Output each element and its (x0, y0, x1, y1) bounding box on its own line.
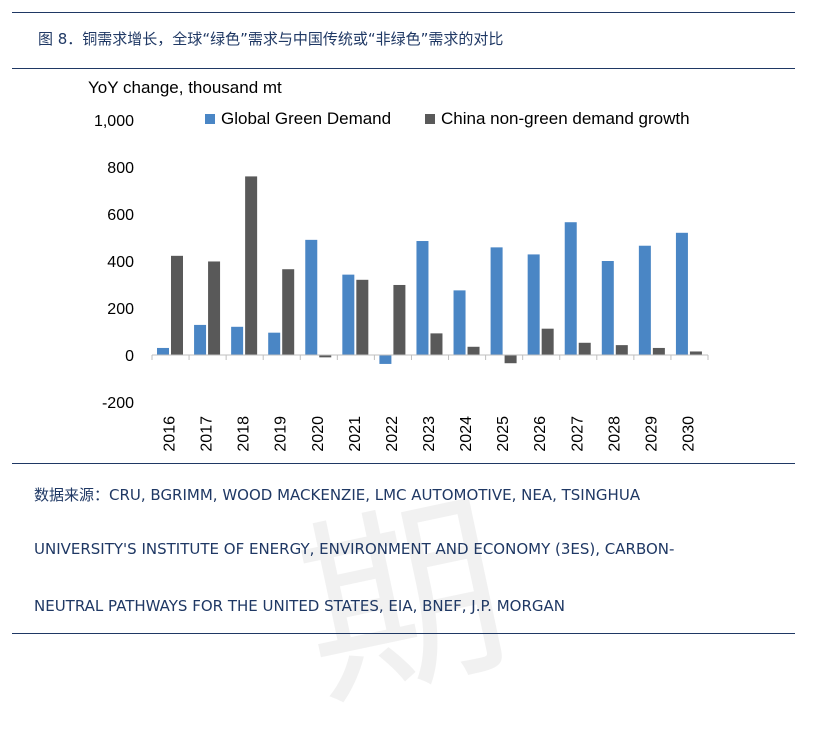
bar (467, 346, 480, 355)
bar (527, 254, 540, 355)
x-tick-label: 2030 (680, 416, 697, 452)
x-tick-label: 2027 (569, 416, 586, 452)
x-tick-label: 2021 (347, 416, 364, 452)
bar (689, 351, 702, 355)
bar (615, 345, 628, 355)
watermark: 期 (281, 468, 526, 738)
x-tick-label: 2024 (458, 416, 475, 452)
x-tick-label: 2026 (532, 416, 549, 452)
x-tick-label: 2028 (606, 416, 623, 452)
y-tick-label: 0 (125, 348, 134, 365)
bar (504, 355, 517, 364)
y-axis-title: YoY change, thousand mt (88, 78, 282, 97)
top-rule (12, 12, 795, 13)
bar (268, 332, 281, 355)
bar (541, 328, 554, 355)
bar (208, 261, 221, 355)
bar (231, 326, 244, 355)
bar (171, 255, 183, 355)
bar (416, 241, 429, 355)
x-tick-label: 2022 (384, 416, 401, 452)
bar (356, 279, 369, 355)
legend-label: Global Green Demand (221, 109, 391, 128)
bar (194, 324, 207, 355)
y-tick-label: 800 (107, 160, 134, 177)
bar (675, 232, 688, 355)
bar (601, 261, 614, 355)
legend-swatch (425, 114, 435, 124)
x-tick-label: 2029 (643, 416, 660, 452)
bar (578, 342, 591, 355)
bar (430, 333, 443, 355)
bar (638, 245, 651, 355)
source-line-3: NEUTRAL PATHWAYS FOR THE UNITED STATES, … (34, 597, 565, 615)
x-tick-label: 2025 (495, 416, 512, 452)
source-top-rule (12, 463, 795, 464)
bar (319, 355, 332, 358)
x-tick-label: 2018 (236, 416, 253, 452)
x-tick-label: 2019 (273, 416, 290, 452)
figure-title: 图 8．铜需求增长，全球“绿色”需求与中国传统或“非绿色”需求的对比 (38, 30, 504, 48)
y-tick-label: -200 (102, 395, 134, 412)
y-tick-label: 200 (107, 301, 134, 318)
title-rule (12, 68, 795, 69)
bar (245, 176, 258, 355)
x-tick-label: 2023 (421, 416, 438, 452)
y-tick-label: 400 (107, 254, 134, 271)
bar (282, 269, 295, 355)
bar (305, 239, 318, 355)
y-tick-label: 1,000 (94, 113, 134, 130)
bar (393, 284, 406, 355)
bar (157, 347, 169, 355)
bar (490, 247, 503, 355)
legend-label: China non-green demand growth (441, 109, 690, 128)
y-tick-label: 600 (107, 207, 134, 224)
x-tick-label: 2017 (199, 416, 216, 452)
legend-swatch (205, 114, 215, 124)
bar (453, 290, 466, 355)
bar-chart: YoY change, thousand mt -200 0 200 400 600 800… (88, 78, 709, 452)
source-line-2: UNIVERSITY'S INSTITUTE OF ENERGY, ENVIRO… (34, 540, 675, 558)
bar (652, 347, 665, 355)
bar (379, 355, 392, 364)
bar (564, 222, 577, 355)
bottom-rule (12, 633, 795, 634)
source-line-1: 数据来源：CRU, BGRIMM, WOOD MACKENZIE, LMC AU… (34, 486, 641, 504)
bar (342, 274, 355, 355)
x-tick-label: 2016 (162, 416, 179, 452)
x-tick-label: 2020 (310, 416, 327, 452)
